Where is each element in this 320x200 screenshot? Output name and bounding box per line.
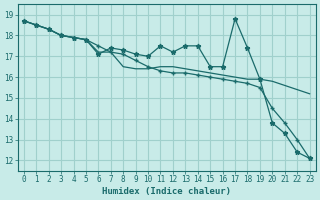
X-axis label: Humidex (Indice chaleur): Humidex (Indice chaleur) <box>102 187 231 196</box>
